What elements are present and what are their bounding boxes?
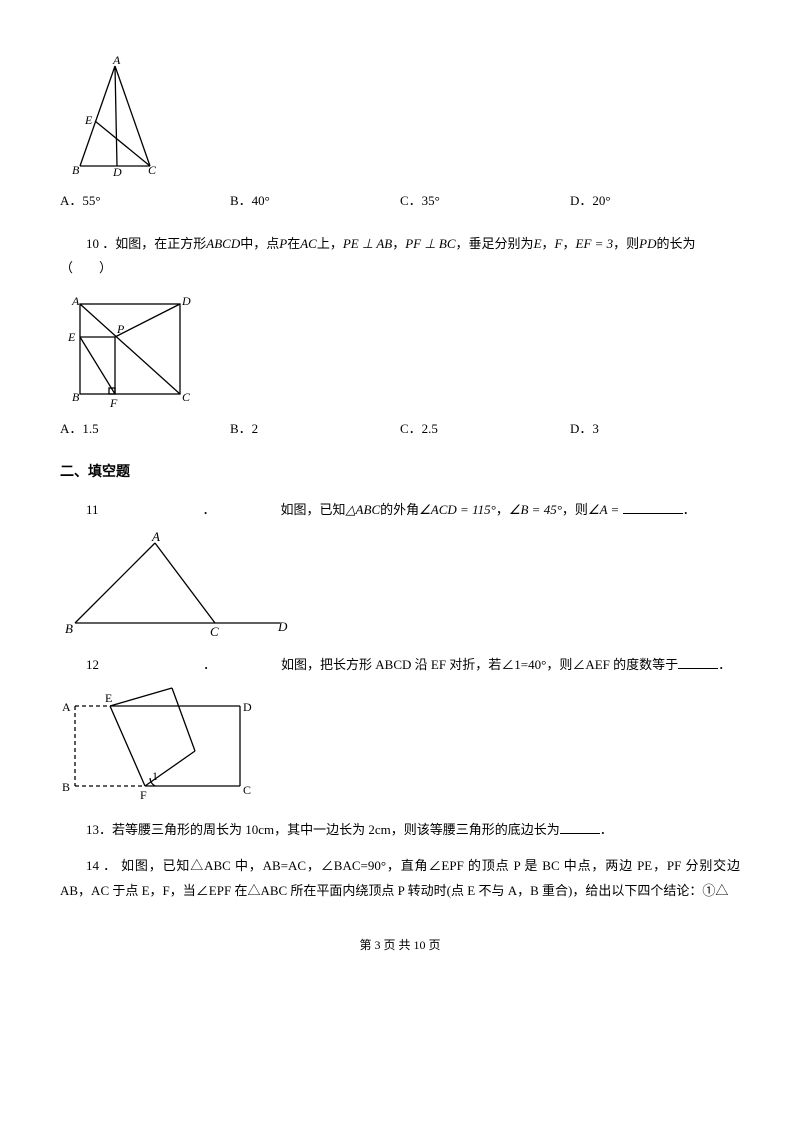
svg-text:F: F [109, 396, 118, 409]
q9-figure: A B C D E [60, 56, 740, 181]
svg-text:B: B [72, 390, 80, 404]
q10-p: P [279, 236, 287, 251]
q10-pre: ．如图，在正方形 [102, 236, 206, 251]
svg-text:C: C [243, 783, 251, 797]
svg-text:P: P [116, 322, 125, 336]
q11-dot: ． [203, 502, 216, 517]
svg-text:F: F [140, 788, 147, 802]
q10-text: 10 ．如图，在正方形ABCD中，点P在AC上，PE ⊥ AB，PF ⊥ BC，… [60, 232, 740, 281]
q10-option-a[interactable]: A．1.5 [60, 417, 230, 442]
q10-option-c[interactable]: C．2.5 [400, 417, 570, 442]
section-2-title: 二、填空题 [60, 460, 740, 487]
svg-text:D: D [243, 700, 252, 714]
q10-option-b[interactable]: B．2 [230, 417, 400, 442]
svg-text:B: B [62, 780, 70, 794]
q12-dot: ． [203, 657, 216, 672]
q14-body: ． 如图，已知△ABC 中，AB=AC，∠BAC=90°，直角∠EPF 的顶点 … [60, 858, 740, 898]
svg-text:D: D [277, 619, 288, 634]
q10-c3: ， [562, 236, 575, 251]
q12-blank[interactable] [678, 655, 718, 669]
svg-text:E: E [67, 330, 76, 344]
q11-c1: ， [496, 502, 509, 517]
q10-options: A．1.5 B．2 C．2.5 D．3 [60, 417, 740, 442]
q12-figure: A D B C E F 1 [60, 686, 740, 806]
q10-m4: ，垂足分别为 [456, 236, 534, 251]
q13-body: ．若等腰三角形的周长为 10cm，其中一边长为 2cm，则该等腰三角形的底边长为 [99, 822, 560, 837]
q9-option-d[interactable]: D．20° [570, 189, 740, 214]
q11-period: ． [683, 502, 696, 517]
q9-option-a[interactable]: A．55° [60, 189, 230, 214]
page-footer: 第 3 页 共 10 页 [60, 934, 740, 957]
q12-body: 如图，把长方形 ABCD 沿 EF 对折，若∠1=40°，则∠AEF 的度数等于 [281, 657, 678, 672]
svg-text:B: B [65, 621, 73, 636]
q11-m1: 的外角 [380, 502, 419, 517]
q9-option-b[interactable]: B．40° [230, 189, 400, 214]
q12-text: 12 ． 如图，把长方形 ABCD 沿 EF 对折，若∠1=40°，则∠AEF 的度… [60, 653, 740, 678]
q13-num: 13 [86, 822, 99, 837]
q10-c1: ， [392, 236, 405, 251]
q11-tri: △ABC [346, 502, 381, 517]
q10-option-d[interactable]: D．3 [570, 417, 740, 442]
q14-text: 14 ． 如图，已知△ABC 中，AB=AC，∠BAC=90°，直角∠EPF 的… [60, 854, 740, 903]
svg-text:E: E [105, 691, 112, 705]
q11-text: 11 ． 如图，已知△ABC的外角∠ACD = 115°，∠B = 45°，则∠A … [60, 498, 740, 523]
q10-abcd: ABCD [206, 236, 240, 251]
q11-figure: A B C D [60, 531, 740, 641]
q13-period: ． [600, 822, 613, 837]
q10-m3: 上， [317, 236, 343, 251]
q10-figure: A D B C E F P [60, 289, 740, 409]
svg-text:A: A [62, 700, 71, 714]
q11-a: ∠A = [588, 502, 623, 517]
q12-period: ． [718, 657, 731, 672]
svg-text:C: C [148, 163, 157, 177]
q10-ef3: EF = 3 [576, 236, 614, 251]
svg-text:D: D [181, 294, 191, 308]
q11-b45: ∠B = 45° [509, 502, 562, 517]
q10-c2: ， [542, 236, 555, 251]
svg-text:A: A [71, 294, 80, 308]
q10-num: 10 [86, 236, 99, 251]
svg-text:A: A [112, 56, 121, 67]
q10-ac: AC [300, 236, 317, 251]
q11-blank[interactable] [623, 500, 683, 514]
q14-num: 14 [86, 858, 99, 873]
q11-num: 11 [86, 502, 99, 517]
q10-m2: 在 [287, 236, 300, 251]
q10-e: E [534, 236, 542, 251]
svg-text:C: C [210, 624, 219, 639]
svg-text:A: A [151, 531, 160, 544]
q11-m2: ，则 [562, 502, 588, 517]
q10-pfbc: PF ⊥ BC [405, 236, 455, 251]
q10-m1: 中，点 [240, 236, 279, 251]
svg-text:C: C [182, 390, 191, 404]
svg-text:D: D [112, 165, 122, 179]
q13-text: 13．若等腰三角形的周长为 10cm，其中一边长为 2cm，则该等腰三角形的底边… [60, 818, 740, 843]
q10-m5: ，则 [613, 236, 639, 251]
svg-text:1: 1 [152, 769, 158, 783]
svg-text:B: B [72, 163, 80, 177]
svg-text:E: E [84, 113, 93, 127]
q11-acd: ∠ACD = 115° [419, 502, 496, 517]
q13-blank[interactable] [560, 820, 600, 834]
q9-options: A．55° B．40° C．35° D．20° [60, 189, 740, 214]
q9-option-c[interactable]: C．35° [400, 189, 570, 214]
q12-num: 12 [86, 657, 99, 672]
q10-pd: PD [639, 236, 656, 251]
q11-pre: 如图，已知 [281, 502, 346, 517]
q10-peab: PE ⊥ AB [343, 236, 392, 251]
